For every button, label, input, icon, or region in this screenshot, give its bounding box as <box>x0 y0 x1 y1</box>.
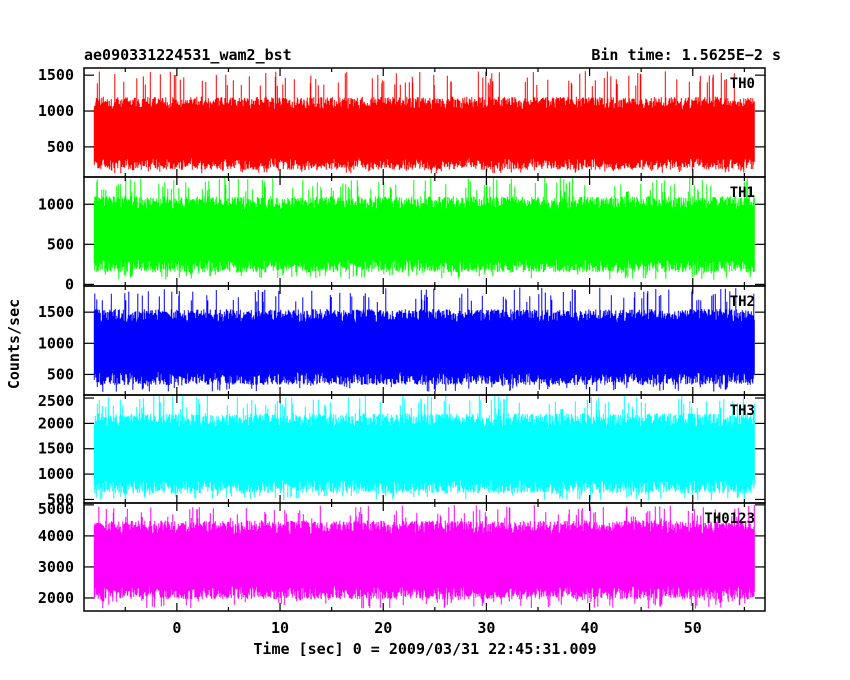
x-tick-label: 40 <box>581 619 599 637</box>
panel-label-th0: TH0 <box>730 76 755 92</box>
y-tick-label: 1500 <box>38 303 74 321</box>
series-th0 <box>94 71 754 173</box>
x-tick-label: 50 <box>684 619 702 637</box>
y-tick-label: 1000 <box>38 102 74 120</box>
y-tick-label: 0 <box>65 275 74 293</box>
x-tick-label: 30 <box>477 619 495 637</box>
y-tick-label: 3000 <box>38 558 74 576</box>
y-tick-label: 2500 <box>38 392 74 410</box>
y-tick-label: 500 <box>47 138 74 156</box>
y-tick-label: 1500 <box>38 440 74 458</box>
x-tick-label: 0 <box>172 619 181 637</box>
y-tick-label: 2000 <box>38 589 74 607</box>
y-tick-label: 1500 <box>38 66 74 84</box>
x-tick-label: 10 <box>271 619 289 637</box>
series-th1 <box>94 178 754 280</box>
y-tick-label: 500 <box>47 235 74 253</box>
y-tick-label: 4000 <box>38 527 74 545</box>
y-tick-label: 5000 <box>38 500 74 518</box>
series-th0123 <box>94 505 754 609</box>
y-tick-label: 2000 <box>38 414 74 432</box>
series-th2 <box>94 288 754 392</box>
y-axis-label: Counts/sec <box>5 299 23 389</box>
series-th3 <box>94 395 754 500</box>
y-tick-label: 1000 <box>38 465 74 483</box>
y-tick-label: 1000 <box>38 195 74 213</box>
y-tick-label: 1000 <box>38 334 74 352</box>
panel-label-th2: TH2 <box>730 294 755 310</box>
chart-title: ae090331224531_wam2_bst <box>84 46 292 64</box>
y-tick-label: 500 <box>47 365 74 383</box>
panel-label-th0123: TH0123 <box>704 511 755 527</box>
panel-label-th1: TH1 <box>730 185 755 201</box>
x-tick-label: 20 <box>374 619 392 637</box>
panel-label-th3: TH3 <box>730 403 755 419</box>
bin-time-label: Bin time: 1.5625E−2 s <box>591 46 781 64</box>
x-axis-label: Time [sec] 0 = 2009/03/31 22:45:31.009 <box>253 640 596 658</box>
